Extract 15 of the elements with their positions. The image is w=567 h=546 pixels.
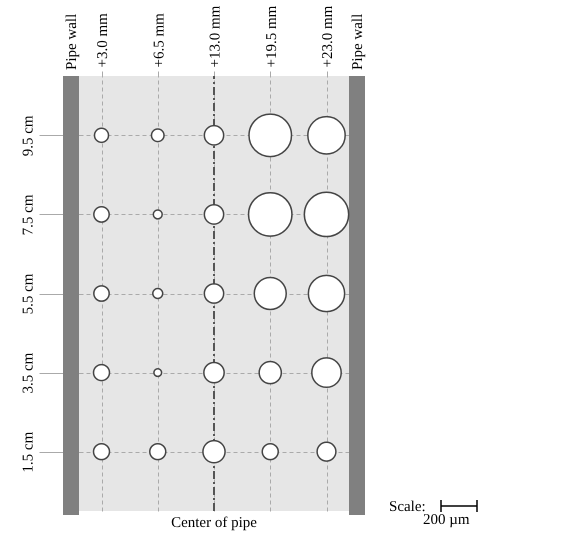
x-tick-label: +3.0 mm bbox=[95, 12, 111, 68]
y-tick-label: 5.5 cm bbox=[20, 273, 36, 314]
text: Scale: bbox=[389, 499, 426, 515]
ref-line-label: Center of pipe bbox=[171, 515, 258, 531]
x-tick-label: +13.0 mm bbox=[208, 5, 224, 68]
y-tick-label: 3.5 cm bbox=[20, 352, 36, 394]
x-tick-label: +19.5 mm bbox=[264, 5, 280, 68]
x-tick-label: +23.0 mm bbox=[320, 5, 336, 68]
x-tick-label: +6.5 mm bbox=[151, 12, 168, 68]
text: 200 µm bbox=[423, 512, 470, 528]
y-tick-label: 9.5 cm bbox=[20, 115, 36, 156]
text: Pipe wall bbox=[64, 14, 80, 70]
y-tick-label: 7.5 cm bbox=[20, 194, 36, 236]
y-tick-label: 1.5 cm bbox=[20, 431, 36, 473]
text: Pipe wall bbox=[350, 14, 366, 70]
